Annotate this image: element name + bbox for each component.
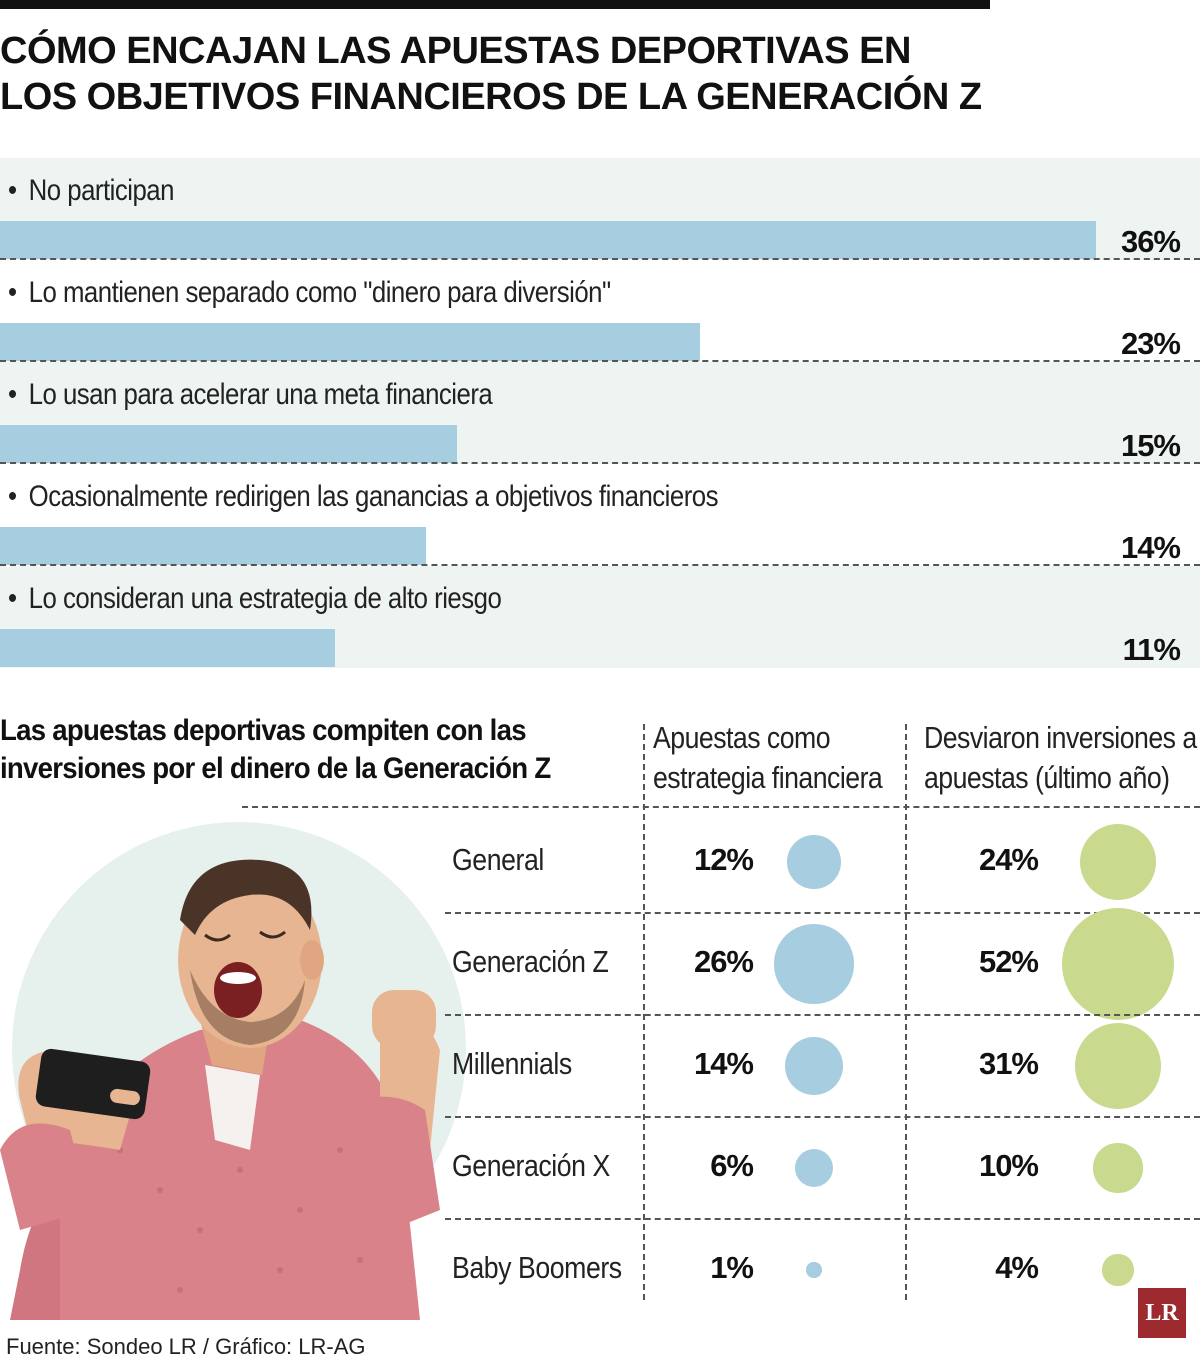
bullet-icon: • <box>8 480 17 513</box>
row-divider <box>0 258 1200 260</box>
table-row-divider <box>445 912 1200 914</box>
row-divider <box>0 462 1200 464</box>
bar-row: • Lo consideran una estrategia de alto ri… <box>0 566 1200 668</box>
bar-value-label: 14% <box>1120 530 1181 565</box>
bar-mark <box>0 527 427 565</box>
row-divider <box>0 360 1200 362</box>
bar-category-label: • No participan <box>8 174 174 208</box>
row-divider <box>0 564 1200 566</box>
source-note: Fuente: Sondeo LR / Gráfico: LR-AG <box>6 1334 366 1359</box>
cheering-man-illustration <box>0 859 440 1320</box>
bar-row: • Ocasionalmente redirigen las ganancias … <box>0 464 1200 566</box>
table-title-line-1: Las apuestas deportivas compiten con las <box>0 714 527 747</box>
diverted-percent-label: 31% <box>978 1046 1039 1081</box>
strategy-percent-label: 1% <box>710 1250 754 1285</box>
column-divider-1 <box>643 724 645 1300</box>
table-title: Las apuestas deportivas compiten con las… <box>0 712 570 788</box>
column-header-diverted-line-2: apuestas (último año) <box>924 760 1170 795</box>
diverted-percent-label: 52% <box>978 944 1039 979</box>
diverted-percent-label: 10% <box>978 1148 1039 1183</box>
title-line-1: CÓMO ENCAJAN LAS APUESTAS DEPORTIVAS EN <box>0 30 911 72</box>
table-row-label: Generación X <box>452 1148 610 1183</box>
table-row-divider <box>445 1218 1200 1220</box>
diverted-bubble <box>1074 1022 1162 1110</box>
bar-category-text: No participan <box>28 174 175 207</box>
header-divider <box>242 806 1200 808</box>
table-title-line-2: inversiones por el dinero de la Generaci… <box>0 752 551 785</box>
bullet-icon: • <box>8 378 17 411</box>
diverted-bubble <box>1093 1143 1143 1193</box>
bar-category-text: Lo mantienen separado como "dinero para … <box>28 276 612 309</box>
bar-value-label: 15% <box>1120 428 1181 463</box>
strategy-bubble <box>784 1036 844 1096</box>
diverted-percent-label: 4% <box>995 1250 1039 1285</box>
diverted-bubble <box>1062 908 1174 1020</box>
title-line-2: LOS OBJETIVOS FINANCIEROS DE LA GENERACI… <box>0 76 982 118</box>
strategy-bubble <box>787 835 841 889</box>
bar-category-text: Ocasionalmente redirigen las ganancias a… <box>28 480 719 513</box>
bar-value-label: 11% <box>1122 632 1181 667</box>
table-row-label: Millennials <box>452 1046 572 1081</box>
bar-row: • Lo mantienen separado como "dinero para… <box>0 260 1200 362</box>
bullet-icon: • <box>8 582 17 615</box>
diverted-bubble <box>1102 1254 1134 1286</box>
table-row-label: Baby Boomers <box>452 1250 622 1285</box>
bar-category-label: • Lo mantienen separado como "dinero para… <box>8 276 611 310</box>
strategy-bubble <box>794 1148 833 1187</box>
bar-chart: • No participan 36% • Lo mantienen separado … <box>0 158 1200 670</box>
bar-category-label: • Ocasionalmente redirigen las ganancias … <box>8 480 719 514</box>
column-header-diverted-line-1: Desviaron inversiones a <box>924 720 1197 755</box>
column-header-diverted: Desviaron inversiones a apuestas (último… <box>924 718 1197 798</box>
bar-category-label: • Lo usan para acelerar una meta financie… <box>8 378 493 412</box>
bar-value-label: 36% <box>1120 224 1181 259</box>
top-rule <box>0 0 990 9</box>
table-row-label: Generación Z <box>452 944 609 979</box>
bullet-icon: • <box>8 174 17 207</box>
strategy-bubble <box>806 1262 822 1278</box>
strategy-bubble <box>774 924 854 1004</box>
column-header-strategy: Apuestas como estrategia financiera <box>653 718 883 798</box>
column-header-strategy-line-2: estrategia financiera <box>653 760 883 795</box>
table-row-label: General <box>452 842 544 877</box>
bar-mark <box>0 221 1096 259</box>
strategy-percent-label: 14% <box>693 1046 754 1081</box>
bar-mark <box>0 323 701 361</box>
strategy-percent-label: 6% <box>710 1148 754 1183</box>
strategy-percent-label: 26% <box>693 944 754 979</box>
bullet-icon: • <box>8 276 17 309</box>
bar-row: • No participan 36% <box>0 158 1200 260</box>
chart-title: CÓMO ENCAJAN LAS APUESTAS DEPORTIVAS EN … <box>0 28 1000 120</box>
column-header-strategy-line-1: Apuestas como <box>653 720 831 755</box>
bar-category-text: Lo usan para acelerar una meta financier… <box>28 378 493 411</box>
strategy-percent-label: 12% <box>693 842 754 877</box>
column-divider-2 <box>905 724 907 1300</box>
bar-category-text: Lo consideran una estrategia de alto rie… <box>28 582 502 615</box>
bar-category-label: • Lo consideran una estrategia de alto ri… <box>8 582 502 616</box>
diverted-percent-label: 24% <box>978 842 1039 877</box>
bar-value-label: 23% <box>1120 326 1181 361</box>
bar-mark <box>0 425 457 463</box>
table-row-divider <box>445 1116 1200 1118</box>
bar-row: • Lo usan para acelerar una meta financie… <box>0 362 1200 464</box>
bar-mark <box>0 629 335 667</box>
lr-logo: LR <box>1138 1288 1186 1338</box>
table-row-divider <box>445 1014 1200 1016</box>
diverted-bubble <box>1079 823 1157 901</box>
